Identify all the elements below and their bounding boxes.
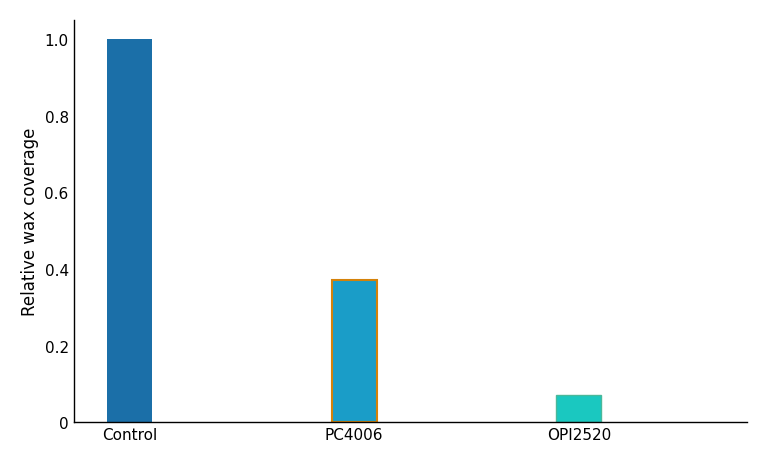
Y-axis label: Relative wax coverage: Relative wax coverage <box>21 128 39 316</box>
Bar <box>556 395 601 422</box>
Bar <box>332 281 376 422</box>
Bar <box>108 40 152 422</box>
